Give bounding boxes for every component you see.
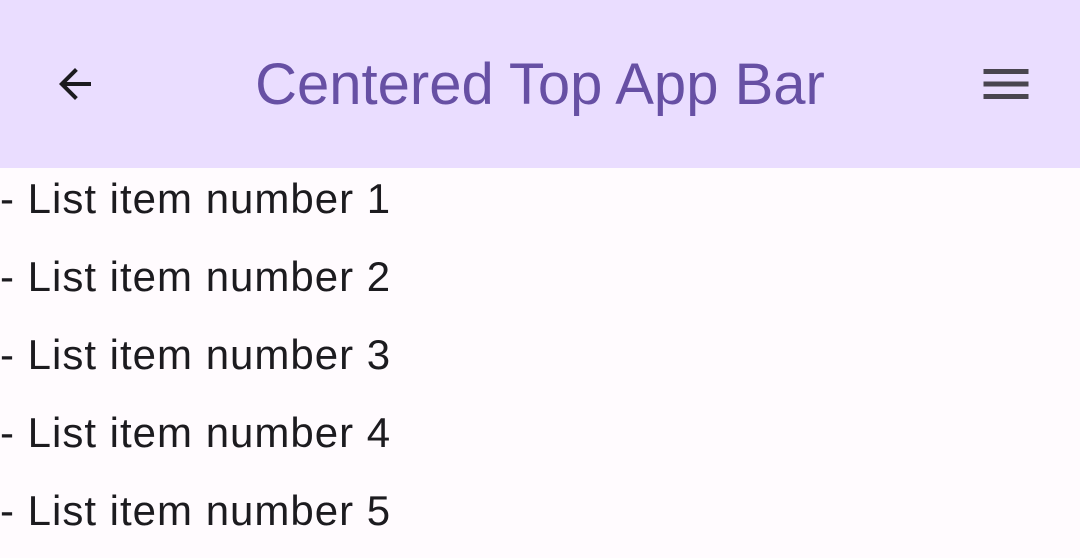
list-item: - List item number 4 <box>0 409 392 456</box>
arrow-back-icon <box>59 68 91 100</box>
menu-icon <box>983 69 1029 99</box>
list-item: - List item number 2 <box>0 253 392 300</box>
item-list: - List item number 1 - List item number … <box>0 168 391 558</box>
list-item: - List item number 5 <box>0 487 392 534</box>
list-item: - List item number 1 <box>0 175 392 222</box>
top-app-bar: Centered Top App Bar <box>0 0 1080 168</box>
page-title: Centered Top App Bar <box>255 52 825 117</box>
menu-button[interactable] <box>976 54 1036 114</box>
back-button[interactable] <box>45 54 105 114</box>
list-item: - List item number 3 <box>0 331 392 378</box>
